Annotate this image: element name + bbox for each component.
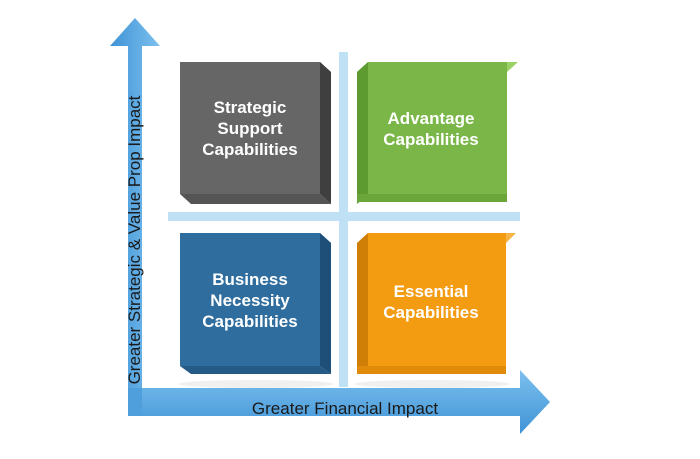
label-line: Capabilities bbox=[202, 139, 298, 159]
y-axis-label: Greater Strategic & Value Prop Impact bbox=[125, 95, 144, 385]
quadrant-label-advantage: Advantage Capabilities bbox=[357, 64, 505, 194]
label-line: Capabilities bbox=[202, 311, 298, 331]
label-line: Capabilities bbox=[383, 303, 479, 322]
label-line: Essential bbox=[393, 282, 469, 301]
quadrant-label-business-necessity: Business Necessity Capabilities bbox=[180, 235, 320, 365]
label-line: Business bbox=[212, 269, 288, 289]
quadrant-strategic-support bbox=[180, 62, 331, 204]
quadrant-business-necessity bbox=[180, 233, 331, 374]
quadrant-essential bbox=[357, 233, 516, 374]
quadrant-label-strategic-support: Strategic Support Capabilities bbox=[180, 64, 320, 192]
quadrant-label-essential: Essential Capabilities bbox=[357, 238, 505, 366]
quadrant-advantage bbox=[357, 62, 518, 204]
x-axis-label: Greater Financial Impact bbox=[251, 399, 439, 418]
label-line: Advantage bbox=[387, 109, 475, 128]
horizontal-divider bbox=[168, 212, 520, 221]
label-line: Strategic bbox=[213, 97, 287, 117]
x-axis-arrow bbox=[128, 370, 550, 434]
label-line: Capabilities bbox=[383, 130, 479, 149]
y-axis-arrow bbox=[110, 18, 160, 388]
label-line: Necessity bbox=[210, 290, 290, 310]
label-line: Support bbox=[217, 118, 283, 138]
